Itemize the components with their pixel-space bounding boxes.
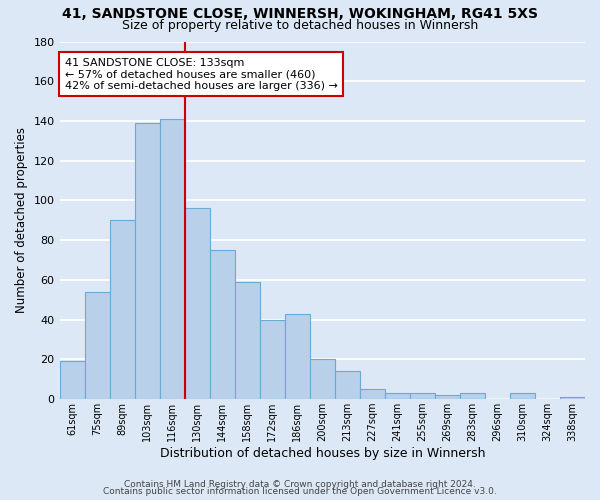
Bar bbox=[235, 282, 260, 399]
Bar bbox=[209, 250, 235, 399]
Y-axis label: Number of detached properties: Number of detached properties bbox=[15, 128, 28, 314]
Text: Contains public sector information licensed under the Open Government Licence v3: Contains public sector information licen… bbox=[103, 487, 497, 496]
Bar bbox=[560, 397, 585, 399]
Bar bbox=[460, 393, 485, 399]
Bar bbox=[160, 119, 185, 399]
Bar bbox=[360, 389, 385, 399]
Bar bbox=[185, 208, 209, 399]
Text: 41 SANDSTONE CLOSE: 133sqm
← 57% of detached houses are smaller (460)
42% of sem: 41 SANDSTONE CLOSE: 133sqm ← 57% of deta… bbox=[65, 58, 338, 91]
Bar bbox=[385, 393, 410, 399]
Bar bbox=[285, 314, 310, 399]
Bar bbox=[134, 123, 160, 399]
Bar bbox=[410, 393, 435, 399]
Bar bbox=[85, 292, 110, 399]
Bar bbox=[59, 362, 85, 399]
Text: Contains HM Land Registry data © Crown copyright and database right 2024.: Contains HM Land Registry data © Crown c… bbox=[124, 480, 476, 489]
Bar bbox=[335, 372, 360, 399]
Bar bbox=[510, 393, 535, 399]
Text: Size of property relative to detached houses in Winnersh: Size of property relative to detached ho… bbox=[122, 18, 478, 32]
X-axis label: Distribution of detached houses by size in Winnersh: Distribution of detached houses by size … bbox=[160, 447, 485, 460]
Bar bbox=[435, 395, 460, 399]
Bar bbox=[110, 220, 134, 399]
Text: 41, SANDSTONE CLOSE, WINNERSH, WOKINGHAM, RG41 5XS: 41, SANDSTONE CLOSE, WINNERSH, WOKINGHAM… bbox=[62, 8, 538, 22]
Bar bbox=[260, 320, 285, 399]
Bar bbox=[310, 360, 335, 399]
